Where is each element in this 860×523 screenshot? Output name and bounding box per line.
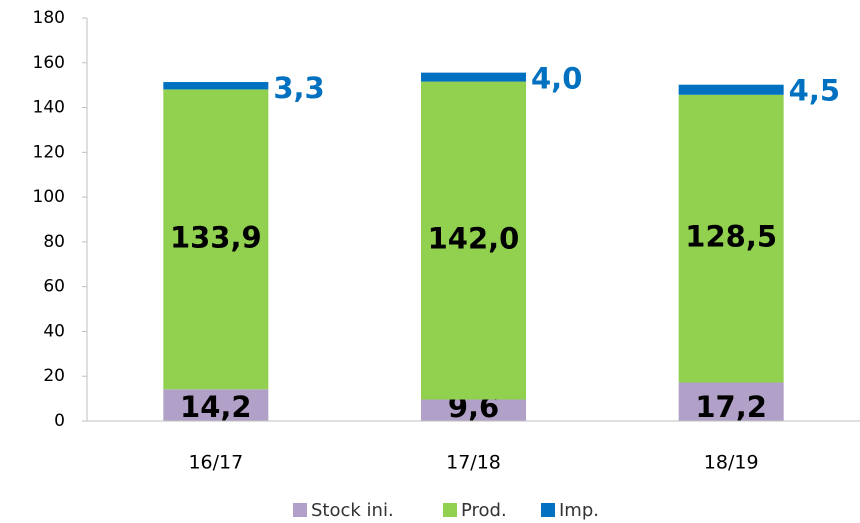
- legend-swatch: [541, 503, 555, 517]
- bar-segment: [678, 94, 784, 383]
- data-label: 128,5: [685, 220, 777, 254]
- legend-label: Imp.: [559, 500, 599, 521]
- data-label: 4,0: [531, 62, 582, 96]
- y-tick-label: 40: [43, 321, 65, 341]
- bar-segment: [421, 72, 526, 82]
- x-tick-label: 16/17: [188, 452, 243, 474]
- data-label: 3,3: [273, 71, 324, 105]
- data-label: 4,5: [789, 74, 840, 108]
- data-label: 17,2: [695, 390, 767, 424]
- legend-label: Stock ini.: [311, 500, 394, 521]
- bar-segment: [163, 82, 269, 90]
- y-tick-label: 60: [43, 277, 65, 297]
- data-label: 14,2: [180, 390, 252, 424]
- bar-segment: [678, 84, 784, 95]
- y-tick-label: 20: [43, 366, 65, 386]
- bar-segment: [163, 389, 269, 421]
- y-tick-label: 0: [54, 411, 65, 431]
- y-tick-label: 160: [33, 53, 65, 73]
- legend-swatch: [293, 503, 307, 517]
- x-tick-label: 17/18: [446, 452, 501, 474]
- bar-segment: [678, 382, 784, 421]
- x-tick-label: 18/19: [704, 452, 759, 474]
- bar-segment: [421, 81, 526, 400]
- data-label: 133,9: [170, 220, 262, 254]
- y-tick-label: 100: [33, 187, 65, 207]
- y-tick-label: 80: [43, 232, 65, 252]
- bar-segment: [163, 89, 269, 390]
- legend-swatch: [443, 503, 457, 517]
- bar-segment: [421, 399, 526, 421]
- y-tick-label: 180: [33, 8, 65, 28]
- y-tick-label: 120: [33, 142, 65, 162]
- y-tick-label: 140: [33, 98, 65, 118]
- data-label: 142,0: [428, 222, 520, 256]
- legend-label: Prod.: [461, 500, 507, 521]
